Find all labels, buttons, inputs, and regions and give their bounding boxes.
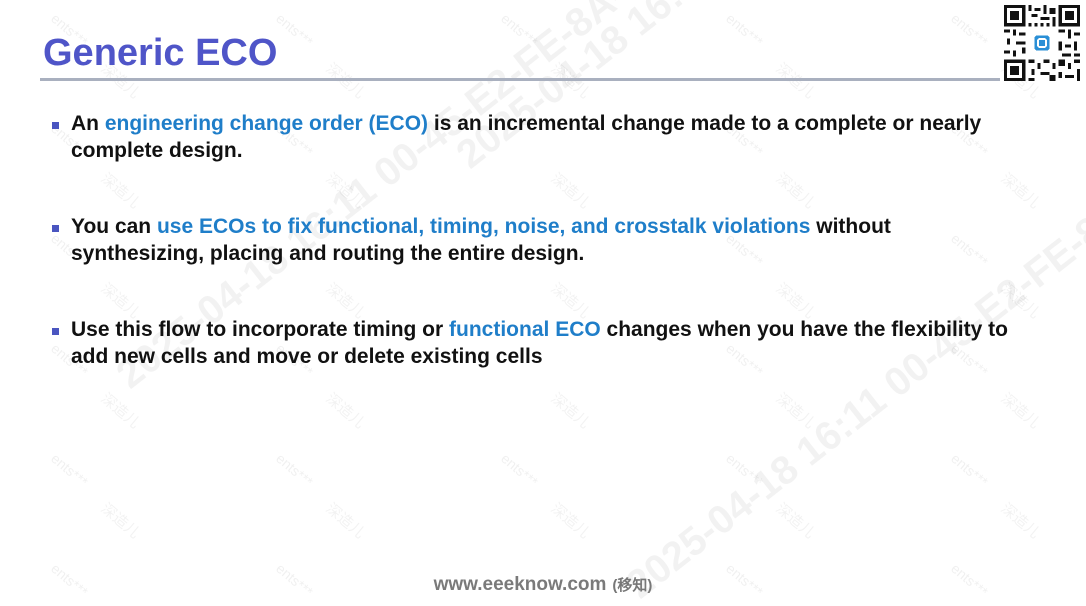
svg-text:深造儿: 深造儿 (97, 499, 143, 542)
page-title: Generic ECO (43, 32, 278, 74)
svg-text:深造儿: 深造儿 (547, 499, 593, 542)
bullet-text: Use this flow to incorporate timing or (71, 318, 450, 341)
title-divider (40, 78, 1000, 81)
footer-site-cn: (移知) (612, 577, 653, 594)
bullet-highlight: use ECOs to fix functional, timing, nois… (156, 215, 811, 238)
svg-text:深造儿: 深造儿 (772, 499, 818, 542)
svg-text:ents***: ents*** (48, 450, 91, 490)
bullet-text: is an incremental change made to a compl… (71, 112, 982, 162)
svg-text:ents***: ents*** (723, 450, 766, 490)
svg-text:ents***: ents*** (273, 10, 316, 50)
qr-code-icon (1004, 5, 1080, 81)
bullet-text: without synthesizing, placing and routin… (71, 215, 891, 265)
bullet-list: An engineering change order (ECO) is an … (52, 110, 1012, 419)
bullet-text: changes when you have the flexibility to… (71, 318, 1008, 368)
svg-text:ents***: ents*** (498, 10, 541, 50)
bullet-highlight: functional ECO (449, 318, 601, 341)
bullet-item-eco-usage: You can use ECOs to fix functional, timi… (52, 213, 1012, 267)
bullet-highlight: engineering change order (ECO) (104, 112, 429, 135)
svg-text:深造儿: 深造儿 (997, 499, 1043, 542)
svg-text:ents***: ents*** (498, 450, 541, 490)
bullet-text: You can (71, 215, 157, 238)
bullet-marker (52, 328, 59, 335)
bullet-marker (52, 122, 59, 129)
svg-text:ents***: ents*** (723, 10, 766, 50)
bullet-marker (52, 225, 59, 232)
svg-text:ents***: ents*** (273, 450, 316, 490)
bullet-text: An (71, 112, 105, 135)
bullet-item-eco-flow: Use this flow to incorporate timing or f… (52, 316, 1012, 370)
svg-text:ents***: ents*** (948, 450, 991, 490)
footer-site-link: www.eeeknow.com (433, 574, 607, 595)
svg-text:ents***: ents*** (948, 10, 991, 50)
svg-text:深造儿: 深造儿 (322, 499, 368, 542)
footer: www.eeeknow.com (移知) (0, 574, 1086, 596)
bullet-item-eco-definition: An engineering change order (ECO) is an … (52, 110, 1012, 164)
